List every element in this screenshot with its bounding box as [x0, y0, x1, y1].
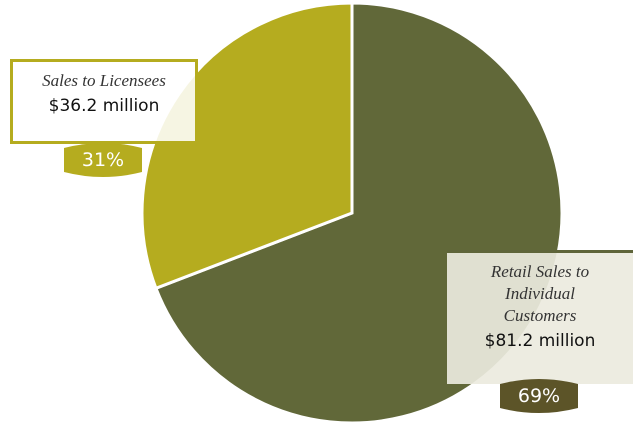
licensees-label-box: Sales to Licensees $36.2 million: [10, 59, 198, 144]
retail-label-name-line1: Retail Sales to: [490, 262, 590, 281]
retail-label-amount: $81.2 million: [484, 331, 596, 351]
licensees-tag-shape: [64, 143, 142, 177]
licensees-label-amount: $36.2 million: [48, 96, 160, 116]
retail-label-name-line3: Customers: [503, 306, 577, 325]
retail-percent-tag: 69%: [500, 374, 578, 418]
retail-label-box: Retail Sales to Individual Customers $81…: [447, 250, 633, 384]
licensees-percent-label: 31%: [81, 149, 125, 171]
retail-percent-label: 69%: [517, 385, 561, 407]
licensees-percent-tag: 31%: [64, 138, 142, 182]
licensees-label-name: Sales to Licensees: [42, 71, 166, 90]
retail-label-name: Retail Sales to Individual Customers: [447, 253, 633, 327]
retail-tag-shape: [500, 379, 578, 413]
retail-label-name-line2: Individual: [505, 284, 575, 303]
